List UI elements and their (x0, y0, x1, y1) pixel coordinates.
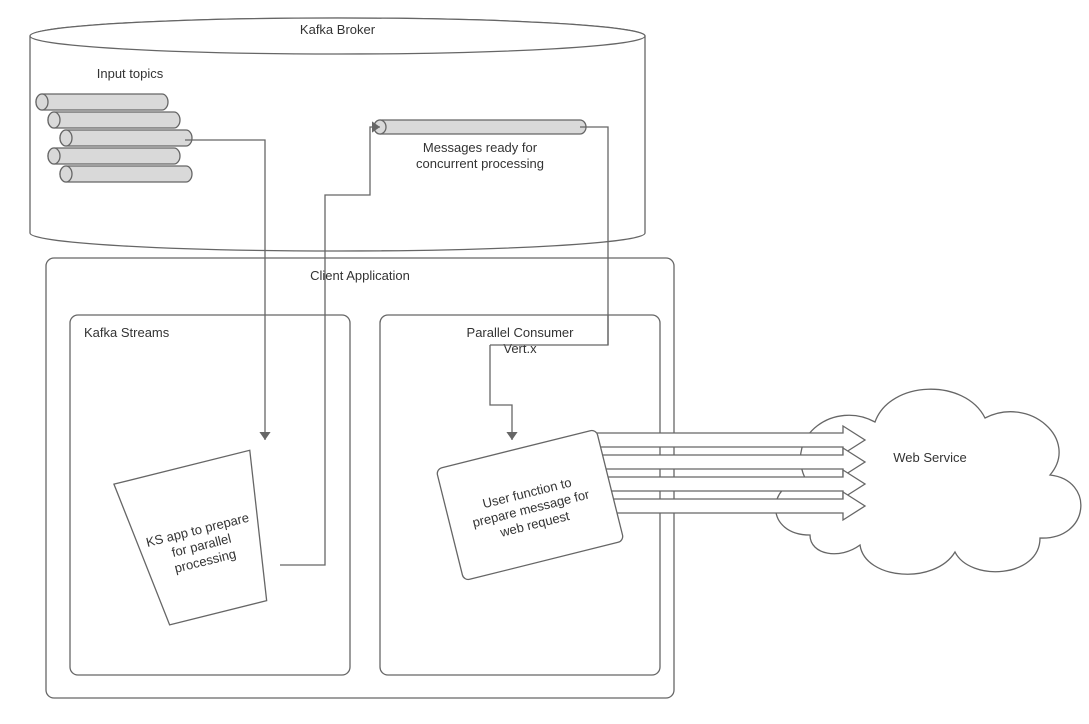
svg-text:Kafka Broker: Kafka Broker (300, 22, 376, 37)
svg-text:Vert.x: Vert.x (503, 341, 537, 356)
ks-app-trapezoid: KS app to preparefor parallelprocessing (114, 450, 286, 629)
svg-text:Kafka Streams: Kafka Streams (84, 325, 170, 340)
svg-text:Parallel Consumer: Parallel Consumer (467, 325, 575, 340)
svg-text:concurrent processing: concurrent processing (416, 156, 544, 171)
svg-text:Messages ready for: Messages ready for (423, 140, 538, 155)
svg-text:Input topics: Input topics (97, 66, 164, 81)
user-function-box: User function toprepare message forweb r… (436, 429, 624, 581)
svg-text:Web Service: Web Service (893, 450, 966, 465)
connector-pc-internal (490, 345, 512, 440)
